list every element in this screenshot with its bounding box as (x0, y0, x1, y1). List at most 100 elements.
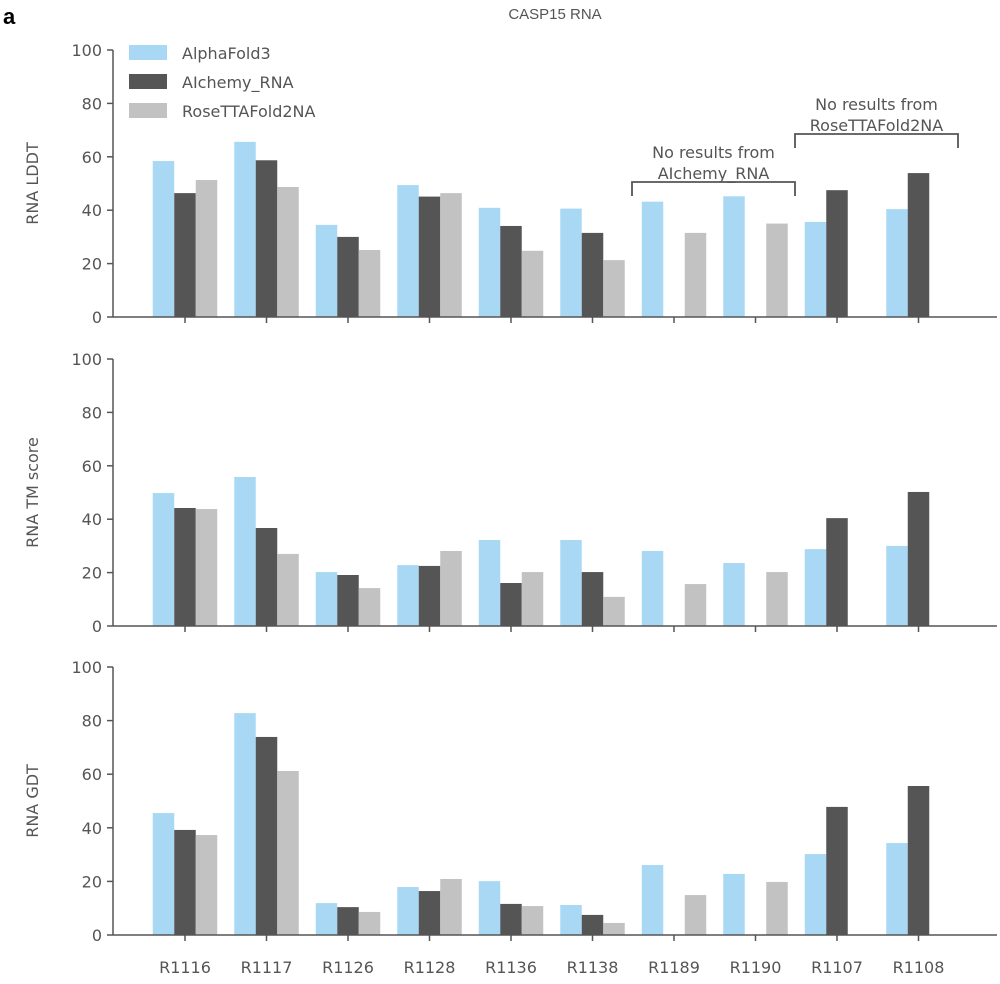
bar-r1128-rosettafold2na (440, 878, 462, 935)
y-axis-label: RNA TM score (23, 437, 42, 548)
bar-r1126-alphafold3 (315, 224, 338, 317)
annotation-text: AIchemy_RNA (658, 164, 770, 184)
bar-r1190-rosettafold2na (766, 223, 788, 317)
x-tick-label-r1190: R1190 (730, 958, 782, 977)
bar-r1107-alphafold3 (804, 854, 827, 935)
bar-r1126-rosettafold2na (358, 249, 381, 317)
bar-r1128-aichemy_rna (418, 891, 441, 935)
bar-r1138-alphafold3 (560, 208, 582, 317)
bar-r1117-rosettafold2na (277, 186, 299, 317)
bar-r1138-aichemy_rna (581, 914, 604, 935)
bar-r1117-rosettafold2na (277, 770, 299, 935)
legend-label-aichemy_rna: AIchemy_RNA (182, 73, 294, 93)
bar-r1116-rosettafold2na (195, 509, 218, 626)
y-tick-label: 60 (82, 457, 102, 476)
x-tick-label-r1136: R1136 (485, 958, 537, 977)
bar-r1126-aichemy_rna (337, 236, 359, 317)
y-tick-label: 0 (92, 308, 102, 327)
bar-r1138-rosettafold2na (603, 922, 625, 935)
y-tick-label: 40 (82, 201, 102, 220)
bar-r1136-alphafold3 (478, 881, 501, 935)
y-tick-label: 20 (82, 872, 102, 891)
bar-r1138-alphafold3 (560, 540, 582, 626)
bar-r1190-rosettafold2na (766, 572, 788, 626)
annotation-text: No results from (652, 143, 775, 162)
y-tick-label: 100 (71, 658, 102, 677)
y-tick-label: 20 (82, 255, 102, 274)
bar-r1128-alphafold3 (397, 887, 419, 935)
x-tick-label-r1108: R1108 (893, 958, 945, 977)
bar-r1190-alphafold3 (723, 196, 745, 317)
bar-r1126-alphafold3 (315, 572, 338, 626)
bar-r1126-aichemy_rna (337, 907, 359, 935)
y-tick-label: 100 (71, 350, 102, 369)
bar-r1138-aichemy_rna (581, 572, 604, 626)
bar-r1116-aichemy_rna (174, 829, 196, 935)
annotation-bracket (794, 133, 959, 148)
bar-r1128-aichemy_rna (418, 565, 441, 626)
bar-r1128-alphafold3 (397, 185, 419, 317)
bar-r1107-alphafold3 (804, 549, 827, 626)
legend-label-alphafold3: AlphaFold3 (182, 44, 271, 63)
bar-r1107-aichemy_rna (826, 806, 848, 935)
bar-r1190-rosettafold2na (766, 881, 788, 935)
bar-r1116-aichemy_rna (174, 507, 196, 626)
bar-r1108-aichemy_rna (907, 173, 930, 317)
bar-r1138-aichemy_rna (581, 232, 604, 317)
bar-r1136-rosettafold2na (521, 572, 544, 626)
bar-r1107-aichemy_rna (826, 518, 848, 626)
bar-r1189-rosettafold2na (684, 584, 707, 626)
bar-r1136-aichemy_rna (500, 225, 522, 317)
bar-r1126-rosettafold2na (358, 911, 381, 935)
bar-r1190-alphafold3 (723, 873, 745, 935)
bar-r1128-alphafold3 (397, 565, 419, 626)
y-tick-label: 40 (82, 819, 102, 838)
y-tick-label: 80 (82, 94, 102, 113)
bar-r1189-rosettafold2na (684, 232, 707, 317)
bar-r1189-alphafold3 (641, 201, 664, 317)
bar-r1116-alphafold3 (152, 813, 175, 935)
bar-r1189-alphafold3 (641, 865, 664, 935)
bar-r1190-alphafold3 (723, 562, 745, 626)
bar-r1136-aichemy_rna (500, 903, 522, 935)
x-tick-label-r1189: R1189 (648, 958, 700, 977)
bar-r1117-rosettafold2na (277, 553, 299, 626)
bar-r1116-rosettafold2na (195, 835, 218, 935)
y-tick-label: 60 (82, 765, 102, 784)
y-tick-label: 0 (92, 617, 102, 636)
bar-r1117-aichemy_rna (255, 736, 278, 935)
y-axis-label: RNA GDT (23, 764, 42, 838)
bar-r1117-aichemy_rna (255, 528, 278, 626)
bar-r1116-aichemy_rna (174, 193, 196, 317)
bar-r1138-rosettafold2na (603, 260, 625, 317)
x-tick-label-r1117: R1117 (241, 958, 293, 977)
bar-r1136-rosettafold2na (521, 906, 544, 935)
annotation-text: No results from (815, 95, 938, 114)
bar-r1126-aichemy_rna (337, 575, 359, 626)
bar-r1108-alphafold3 (886, 843, 908, 935)
bar-r1189-alphafold3 (641, 550, 664, 626)
x-tick-label-r1138: R1138 (567, 958, 619, 977)
bar-r1128-rosettafold2na (440, 550, 462, 626)
y-tick-label: 20 (82, 564, 102, 583)
bar-r1117-alphafold3 (234, 713, 256, 935)
legend-swatch-aichemy_rna (129, 74, 167, 89)
bar-r1126-rosettafold2na (358, 588, 381, 626)
legend-swatch-rosettafold2na (129, 103, 167, 118)
panel-label: a (3, 4, 16, 29)
bar-r1136-aichemy_rna (500, 583, 522, 626)
y-tick-label: 80 (82, 712, 102, 731)
bar-r1136-rosettafold2na (521, 250, 544, 317)
bar-r1116-rosettafold2na (195, 180, 218, 317)
bar-r1108-aichemy_rna (907, 491, 930, 626)
bar-r1117-aichemy_rna (255, 160, 278, 317)
bar-r1108-alphafold3 (886, 545, 908, 626)
bar-r1136-alphafold3 (478, 207, 501, 317)
annotation-text: RoseTTAFold2NA (810, 116, 944, 135)
bar-r1108-alphafold3 (886, 209, 908, 317)
bar-r1138-rosettafold2na (603, 596, 625, 626)
bar-r1117-alphafold3 (234, 477, 256, 626)
bar-r1138-alphafold3 (560, 904, 582, 935)
bar-r1136-alphafold3 (478, 540, 501, 626)
